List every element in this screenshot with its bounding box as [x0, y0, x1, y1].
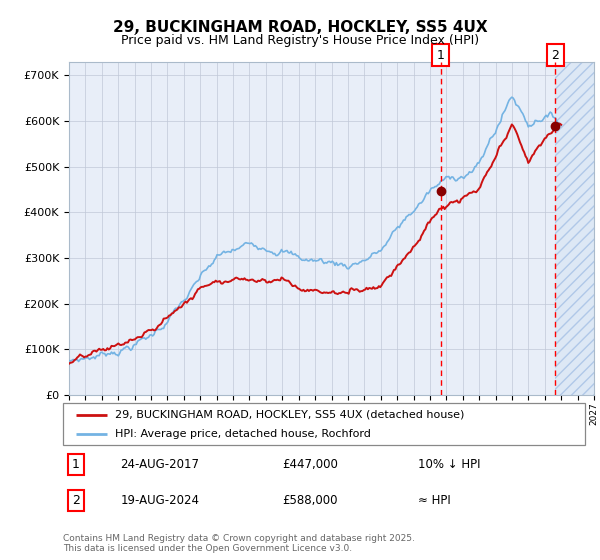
Text: Price paid vs. HM Land Registry's House Price Index (HPI): Price paid vs. HM Land Registry's House …: [121, 34, 479, 46]
Text: 1: 1: [437, 49, 445, 62]
Text: 2: 2: [72, 494, 80, 507]
Text: Contains HM Land Registry data © Crown copyright and database right 2025.
This d: Contains HM Land Registry data © Crown c…: [63, 534, 415, 553]
Text: £588,000: £588,000: [282, 494, 338, 507]
Text: £447,000: £447,000: [282, 458, 338, 471]
Text: ≈ HPI: ≈ HPI: [418, 494, 451, 507]
Bar: [556, 62, 594, 395]
Text: 10% ↓ HPI: 10% ↓ HPI: [418, 458, 481, 471]
Text: 1: 1: [72, 458, 80, 471]
Text: 24-AUG-2017: 24-AUG-2017: [121, 458, 199, 471]
Text: 29, BUCKINGHAM ROAD, HOCKLEY, SS5 4UX (detached house): 29, BUCKINGHAM ROAD, HOCKLEY, SS5 4UX (d…: [115, 410, 464, 420]
FancyBboxPatch shape: [63, 403, 585, 445]
Text: 29, BUCKINGHAM ROAD, HOCKLEY, SS5 4UX: 29, BUCKINGHAM ROAD, HOCKLEY, SS5 4UX: [113, 20, 487, 35]
Text: HPI: Average price, detached house, Rochford: HPI: Average price, detached house, Roch…: [115, 430, 371, 439]
Text: 19-AUG-2024: 19-AUG-2024: [121, 494, 199, 507]
Text: 2: 2: [551, 49, 559, 62]
